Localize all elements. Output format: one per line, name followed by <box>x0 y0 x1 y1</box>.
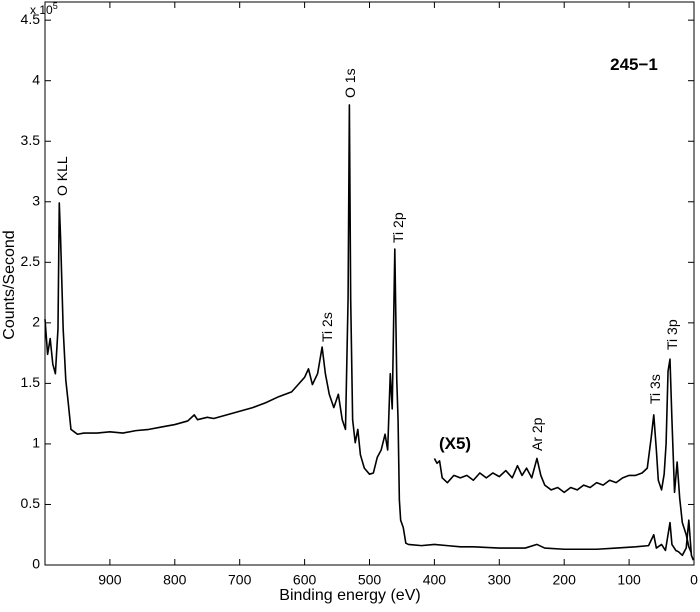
y-tick-label: 1.5 <box>21 374 41 390</box>
y-tick-label: 4 <box>32 71 40 87</box>
sample-label: 245−1 <box>610 55 658 74</box>
x-tick-label: 600 <box>293 572 317 588</box>
spectrum-line <box>433 358 693 554</box>
plot-frame <box>44 1 695 566</box>
spectrum-line <box>44 104 695 561</box>
y-tick-label: 0 <box>32 556 40 572</box>
y-tick-label: 1 <box>32 435 40 451</box>
y-tick-label: 3.5 <box>21 132 41 148</box>
y-axis-label: Counts/Second <box>1 230 18 339</box>
y-multiplier-base: x 10 <box>30 3 53 17</box>
y-multiplier: x 105 <box>30 1 58 17</box>
peak-label: O 1s <box>342 68 358 98</box>
x-tick-label: 400 <box>423 572 447 588</box>
x-tick-label: 100 <box>617 572 641 588</box>
y-tick-label: 0.5 <box>21 495 41 511</box>
scale-label: (X5) <box>439 434 471 453</box>
peak-label: Ti 3p <box>664 319 680 350</box>
peak-label: O KLL <box>54 156 70 196</box>
x-tick-label: 0 <box>690 572 698 588</box>
y-tick-label: 2.5 <box>21 253 41 269</box>
x-tick-label: 900 <box>98 572 122 588</box>
y-tick-label: 4.5 <box>21 11 41 27</box>
x-tick-label: 500 <box>358 572 382 588</box>
peak-label: Ti 3s <box>647 374 663 404</box>
peak-label: Ti 2p <box>390 212 406 243</box>
x-tick-label: 200 <box>553 572 577 588</box>
x-tick-label: 300 <box>488 572 512 588</box>
x-tick-label: 800 <box>163 572 187 588</box>
x-axis-label: Binding energy (eV) <box>279 587 420 604</box>
y-tick-label: 3 <box>32 192 40 208</box>
peak-label: Ti 2s <box>319 312 335 342</box>
x-tick-label: 700 <box>228 572 252 588</box>
peak-label: Ar 2p <box>529 417 545 451</box>
y-multiplier-exponent: 5 <box>53 1 58 11</box>
y-tick-label: 2 <box>32 314 40 330</box>
